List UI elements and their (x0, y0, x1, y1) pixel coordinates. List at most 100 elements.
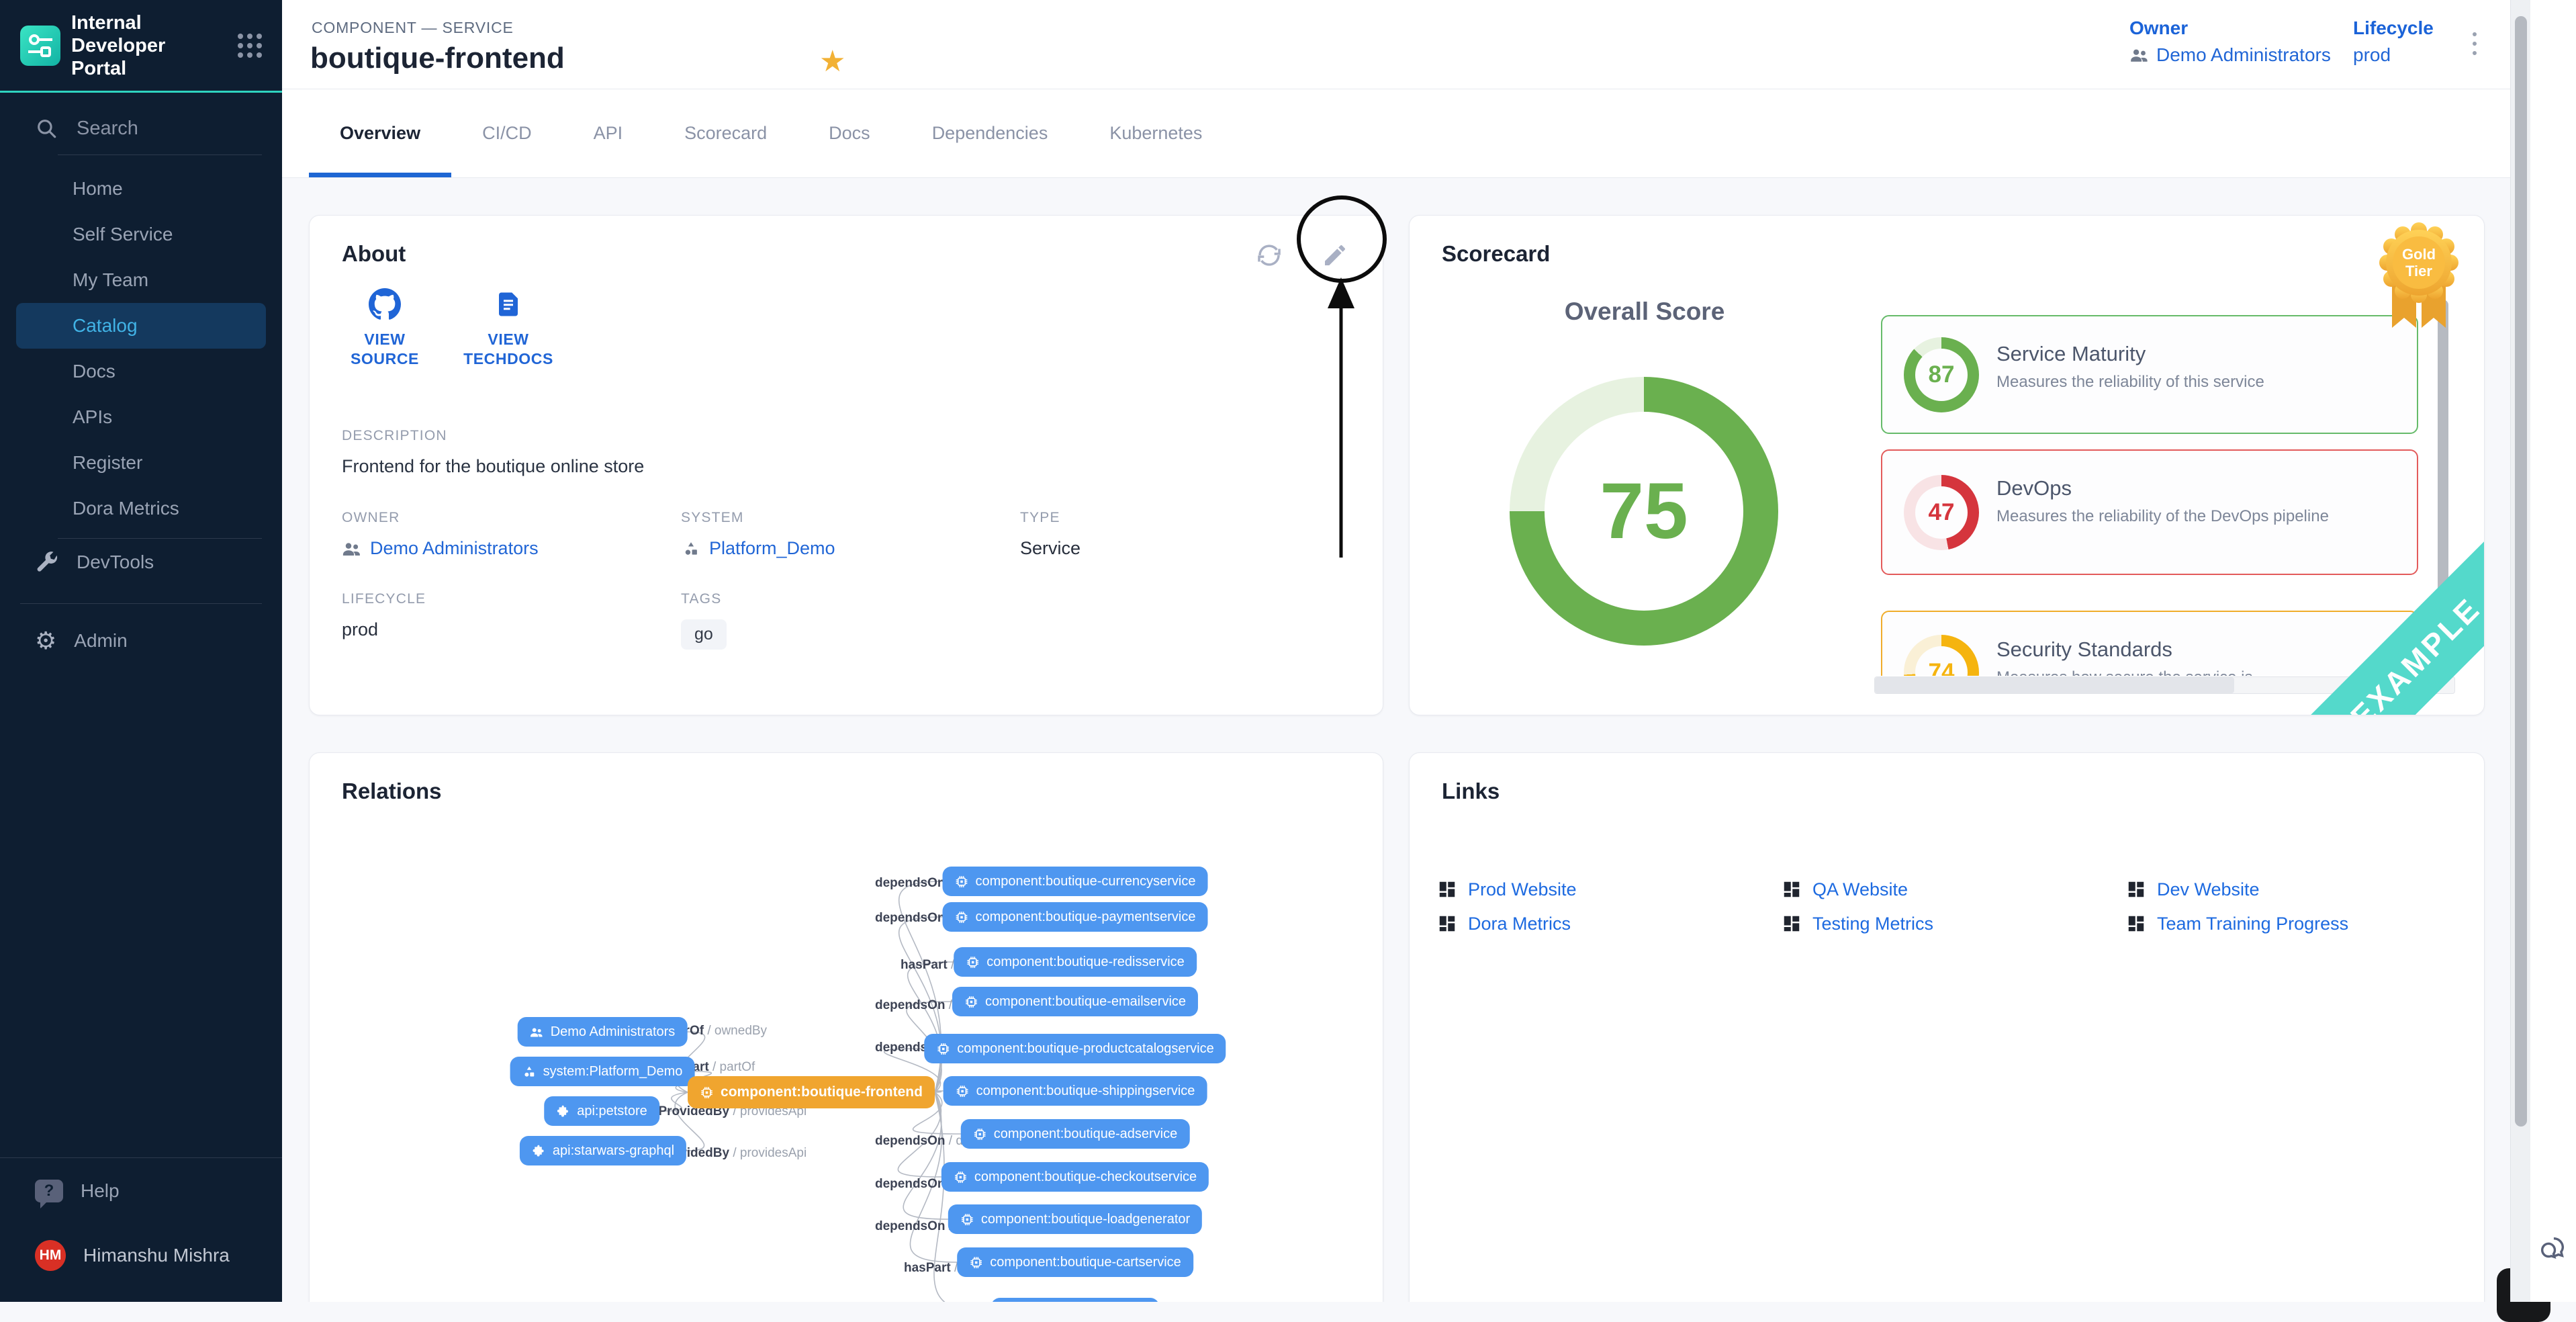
tab-overview[interactable]: Overview (309, 89, 451, 177)
avatar: HM (35, 1240, 66, 1271)
lifecycle-value: prod (2353, 44, 2434, 66)
component-icon (954, 1170, 968, 1184)
view-source-label: VIEW SOURCE (342, 330, 428, 369)
sidebar-item-register[interactable]: Register (16, 440, 266, 486)
sidebar-item-label: Admin (74, 630, 127, 652)
graph-node-platform[interactable]: system:Platform_Demo (510, 1057, 695, 1086)
system-icon (522, 1065, 537, 1079)
graph-node-petstore[interactable]: api:petstore (544, 1096, 659, 1126)
dashboard-icon (1782, 879, 1802, 899)
graph-node-label: api:starwars-graphql (553, 1143, 674, 1159)
sidebar-item-home[interactable]: Home (16, 166, 266, 212)
graph-node-email[interactable]: component:boutique-emailservice (952, 987, 1198, 1016)
graph-node-checkout[interactable]: component:boutique-checkoutservice (941, 1162, 1209, 1192)
graph-node-label: component:boutique-adservice (994, 1127, 1178, 1142)
graph-node-redis[interactable]: component:boutique-redisservice (954, 947, 1197, 977)
metric-name: Service Maturity (1996, 342, 2146, 366)
user-menu[interactable]: HM Himanshu Mishra (0, 1232, 282, 1279)
sidebar-item-label: Self Service (73, 224, 173, 245)
sidebar-item-dora-metrics[interactable]: Dora Metrics (16, 486, 266, 531)
field-value[interactable]: Demo Administrators (342, 538, 681, 559)
field-value: go (681, 619, 1020, 650)
group-icon (530, 1025, 544, 1039)
sidebar-item-devtools[interactable]: DevTools (0, 539, 282, 586)
page-scrollbar[interactable] (2510, 0, 2530, 1302)
graph-node-frontend[interactable]: component:boutique-frontend (688, 1076, 935, 1108)
link-testing-metrics[interactable]: Testing Metrics (1782, 912, 2126, 935)
link-dora-metrics[interactable]: Dora Metrics (1437, 912, 1782, 935)
sidebar-item-self-service[interactable]: Self Service (16, 212, 266, 257)
field-value[interactable]: Platform_Demo (681, 538, 1020, 559)
edit-button[interactable] (1320, 240, 1350, 271)
graph-node-payment[interactable]: component:boutique-paymentservice (943, 902, 1208, 932)
tab-scorecard[interactable]: Scorecard (653, 89, 798, 177)
graph-node-cart[interactable]: component:boutique-cartservice (957, 1247, 1193, 1277)
more-options-icon[interactable] (2469, 28, 2481, 59)
lifecycle-label: Lifecycle (2353, 17, 2434, 39)
link-prod-website[interactable]: Prod Website (1437, 878, 1782, 901)
graph-node-label: component:boutique-emailservice (985, 994, 1186, 1010)
field-label: SYSTEM (681, 510, 1020, 526)
link-team-training-progress[interactable]: Team Training Progress (2126, 912, 2348, 935)
sidebar-item-help[interactable]: ? Help (0, 1167, 282, 1215)
field-link-text: Demo Administrators (370, 538, 539, 559)
metric-score: 74 (1915, 646, 1968, 676)
sidebar-item-catalog[interactable]: Catalog (16, 303, 266, 349)
owner-link[interactable]: Demo Administrators (2129, 44, 2331, 66)
metric-ring: 47 (1904, 475, 1979, 550)
component-icon (956, 1084, 970, 1098)
refresh-button[interactable] (1254, 240, 1285, 271)
graph-node-label: component:boutique-frontend (721, 1084, 923, 1100)
graph-node-loadgenerator[interactable]: component:boutique-loadgenerator (948, 1204, 1202, 1234)
portal-logo[interactable] (20, 26, 60, 66)
component-icon (964, 995, 978, 1009)
sidebar-item-label: Dora Metrics (73, 498, 179, 519)
tag-chip[interactable]: go (681, 619, 727, 650)
tab-kubernetes[interactable]: Kubernetes (1078, 89, 1233, 177)
graph-node-adservice[interactable]: component:boutique-adservice (961, 1119, 1190, 1149)
tab-docs[interactable]: Docs (798, 89, 901, 177)
sidebar-item-admin[interactable]: ⚙ Admin (0, 617, 282, 664)
metric-description: Measures the reliability of this service (1996, 373, 2264, 392)
help-icon: ? (35, 1180, 63, 1202)
graph-node-shipping[interactable]: component:boutique-shippingservice (944, 1076, 1207, 1106)
graph-node-currency[interactable]: component:boutique-currencyservice (943, 867, 1208, 896)
divider (0, 1157, 282, 1158)
view-techdocs-button[interactable]: VIEW TECHDOCS (465, 288, 551, 369)
dashboard-icon (2126, 879, 2146, 899)
component-icon (700, 1086, 714, 1100)
sidebar-search[interactable]: Search (0, 93, 282, 155)
graph-node-admins[interactable]: Demo Administrators (518, 1017, 688, 1047)
system-icon (681, 540, 701, 558)
apps-grid-icon[interactable] (238, 34, 262, 58)
view-source-button[interactable]: VIEW SOURCE (342, 288, 428, 369)
component-icon (955, 910, 969, 924)
tab-ci-cd[interactable]: CI/CD (451, 89, 563, 177)
chat-feedback-icon[interactable] (2537, 1233, 2568, 1264)
link-dev-website[interactable]: Dev Website (2126, 878, 2348, 901)
link-qa-website[interactable]: QA Website (1782, 878, 2126, 901)
graph-node-starwars[interactable]: api:starwars-graphql (520, 1136, 686, 1165)
sidebar-item-docs[interactable]: Docs (16, 349, 266, 394)
search-label: Search (77, 118, 138, 140)
relations-edges (310, 753, 1383, 1302)
tab-api[interactable]: API (563, 89, 654, 177)
link-label: Dora Metrics (1468, 914, 1571, 934)
dashboard-icon (1782, 914, 1802, 934)
graph-node-hidden[interactable] (991, 1298, 1159, 1302)
sidebar-item-apis[interactable]: APIs (16, 394, 266, 440)
sidebar-item-my-team[interactable]: My Team (16, 257, 266, 303)
field-label: OWNER (342, 510, 681, 526)
favorite-star-icon[interactable]: ★ (819, 44, 845, 79)
about-card: About VIEW SOURCE VIEW TECHDOCS (309, 215, 1383, 715)
graph-node-productcatalog[interactable]: component:boutique-productcatalogservice (924, 1034, 1226, 1063)
overall-score-value: 75 (1545, 412, 1743, 611)
graph-node-label: component:boutique-productcatalogservice (957, 1041, 1213, 1057)
tab-dependencies[interactable]: Dependencies (901, 89, 1079, 177)
scorecard-title: Scorecard (1442, 241, 1550, 267)
